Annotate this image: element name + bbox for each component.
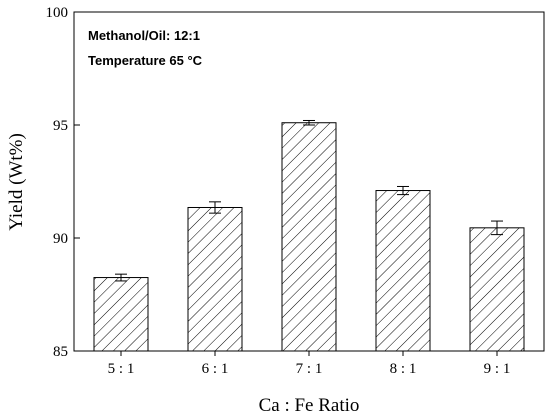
x-tick-label-1: 6 : 1: [202, 361, 229, 377]
annotation-2: Temperature 65 °C: [88, 53, 203, 68]
y-tick-label-0: 85: [53, 344, 68, 360]
x-tick-label-3: 8 : 1: [390, 361, 417, 377]
bar-1: [187, 206, 243, 352]
x-tick-label-4: 9 : 1: [484, 361, 511, 377]
bar-3: [375, 190, 431, 352]
y-tick-label-3: 100: [46, 5, 69, 21]
x-tick-label-0: 5 : 1: [108, 361, 135, 377]
bar-2: [281, 122, 337, 352]
bar-0: [93, 277, 149, 352]
x-axis-label: Ca : Fe Ratio: [259, 395, 360, 416]
y-tick-label-2: 95: [53, 118, 68, 134]
y-tick-label-1: 90: [53, 231, 68, 247]
bar-4: [469, 227, 525, 352]
annotation-1: Methanol/Oil: 12:1: [88, 28, 200, 43]
x-tick-label-2: 7 : 1: [296, 361, 323, 377]
y-axis-label: Yield (Wt%): [6, 133, 27, 231]
